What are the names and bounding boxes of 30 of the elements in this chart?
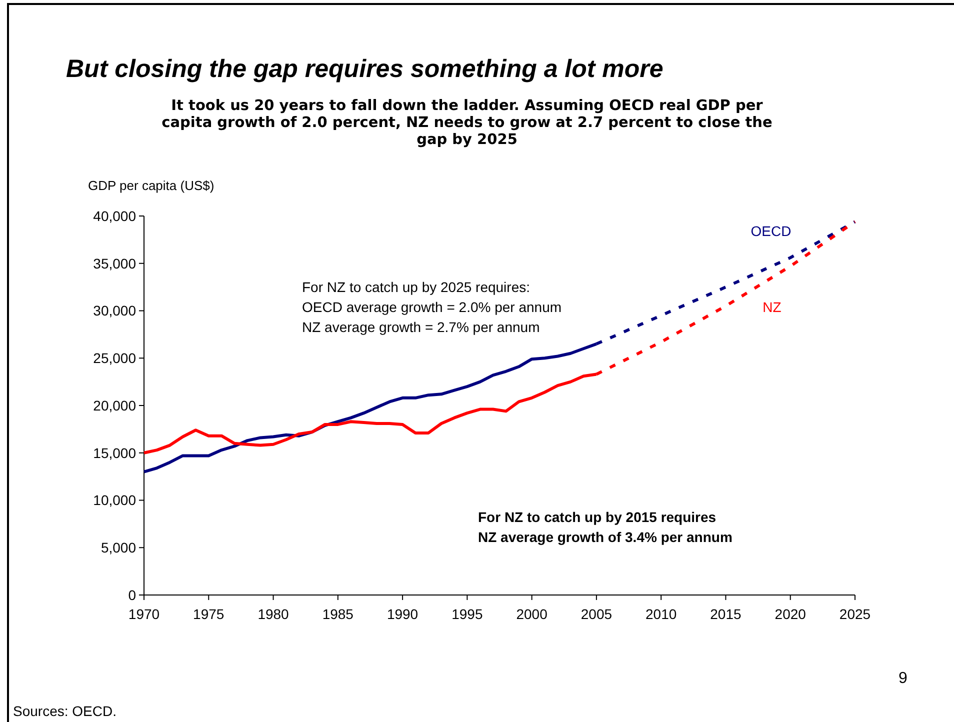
x-tick-label: 2005 xyxy=(580,606,612,622)
x-tick-label: 2020 xyxy=(774,606,806,622)
x-tick-label: 1985 xyxy=(322,606,354,622)
y-tick-label: 5,000 xyxy=(100,540,136,556)
y-tick-label: 0 xyxy=(128,586,136,603)
series-label: NZ xyxy=(762,299,782,315)
y-tick-label: 35,000 xyxy=(93,255,136,272)
y-axis-title: GDP per capita (US$) xyxy=(88,178,214,193)
source-note: Sources: OECD. xyxy=(13,703,116,719)
y-tick-label: 10,000 xyxy=(93,492,136,508)
y-tick-label: 40,000 xyxy=(93,208,136,224)
x-tick-label: 1980 xyxy=(258,606,290,622)
x-tick-label: 1975 xyxy=(193,606,224,622)
y-tick-label: 25,000 xyxy=(93,350,136,366)
x-tick-label: 2000 xyxy=(516,606,548,622)
chart-title: But closing the gap requires something a lot more xyxy=(66,55,664,83)
y-tick-label: 30,000 xyxy=(93,302,136,319)
x-tick-label: 1995 xyxy=(452,606,483,622)
x-tick-label: 2010 xyxy=(646,606,677,622)
y-tick-label: 15,000 xyxy=(93,444,136,461)
x-tick-label: 1990 xyxy=(386,606,418,622)
y-tick-label: 20,000 xyxy=(93,397,136,414)
x-tick-label: 1970 xyxy=(128,606,160,622)
annotation: For NZ to catch up by 2025 requires: OECD average growth = 2.0% per annum NZ average growth = 2.7% per annum xyxy=(302,279,562,335)
series-label: OECD xyxy=(750,223,792,239)
annotation: For NZ to catch up by 2015 requires NZ average growth of 3.4% per annum xyxy=(478,509,732,545)
text: 9 xyxy=(898,670,908,687)
chart-subtitle: It took us 20 years to fall down the ladder. Assuming OECD real GDP per capita growth of 2.0 percent, NZ needs to grow at 2.7 percent to close the gap by 2025 xyxy=(162,98,772,148)
x-tick-label: 2025 xyxy=(839,606,871,622)
x-tick-label: 2015 xyxy=(710,606,742,622)
